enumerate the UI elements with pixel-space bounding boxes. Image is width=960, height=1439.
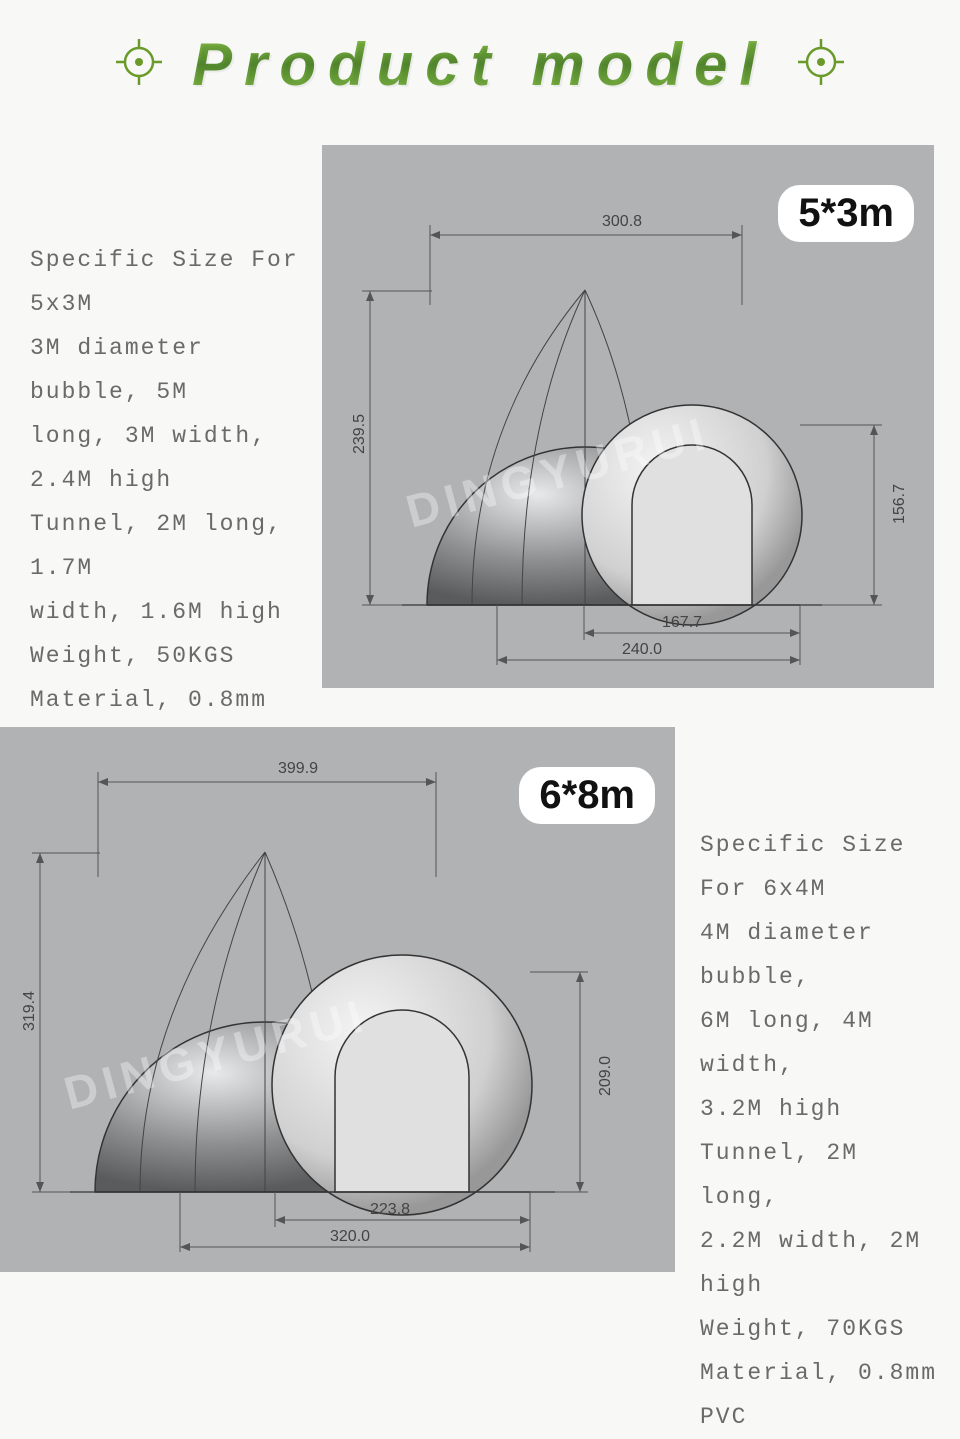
diagram-panel-2: 399.9 319.4 209.0 223.8 320.0 DINGYURUI … [0, 727, 675, 1272]
dim-top: 300.8 [602, 213, 642, 231]
dim-right: 156.7 [891, 484, 909, 524]
spec-line: 2.2M width, 2M high [700, 1219, 950, 1307]
dim-left: 239.5 [351, 414, 369, 454]
dim-top: 399.9 [278, 760, 318, 778]
spec-line: 3M diameter bubble, 5M [30, 326, 320, 414]
header: Product model [0, 30, 960, 99]
dim-inner: 167.7 [662, 614, 702, 632]
spec-line: width, 1.6M high [30, 590, 320, 634]
spec-line: Tunnel, 2M long, [700, 1131, 950, 1219]
spec-line: Weight, 50KGS [30, 634, 320, 678]
dim-inner: 223.8 [370, 1201, 410, 1219]
diagram-panel-1: 300.8 239.5 156.7 167.7 240.0 DINGYURUI … [322, 145, 934, 688]
spec-line: 4M diameter bubble, [700, 911, 950, 999]
spec-block-1: Specific Size For 5x3M 3M diameter bubbl… [30, 238, 320, 766]
crosshair-icon [116, 39, 162, 90]
size-badge-2: 6*8m [519, 767, 655, 824]
dim-right: 209.0 [597, 1056, 615, 1096]
dim-left: 319.4 [21, 991, 39, 1031]
spec-title: Specific Size For 5x3M [30, 238, 320, 326]
page: Product model Specific Size For 5x3M 3M … [0, 0, 960, 1323]
spec-line: long, 3M width, 2.4M high [30, 414, 320, 502]
spec-line: Material, 0.8mm PVC [700, 1351, 950, 1439]
spec-block-2: Specific Size For 6x4M 4M diameter bubbl… [700, 823, 950, 1439]
size-badge-1: 5*3m [778, 185, 914, 242]
spec-title: Specific Size For 6x4M [700, 823, 950, 911]
spec-line: Weight, 70KGS [700, 1307, 950, 1351]
spec-line: Tunnel, 2M long, 1.7M [30, 502, 320, 590]
spec-line: 3.2M high [700, 1087, 950, 1131]
page-title: Product model [192, 30, 768, 99]
spec-line: 6M long, 4M width, [700, 999, 950, 1087]
crosshair-icon [798, 39, 844, 90]
dim-outer: 240.0 [622, 641, 662, 659]
dim-outer: 320.0 [330, 1228, 370, 1246]
